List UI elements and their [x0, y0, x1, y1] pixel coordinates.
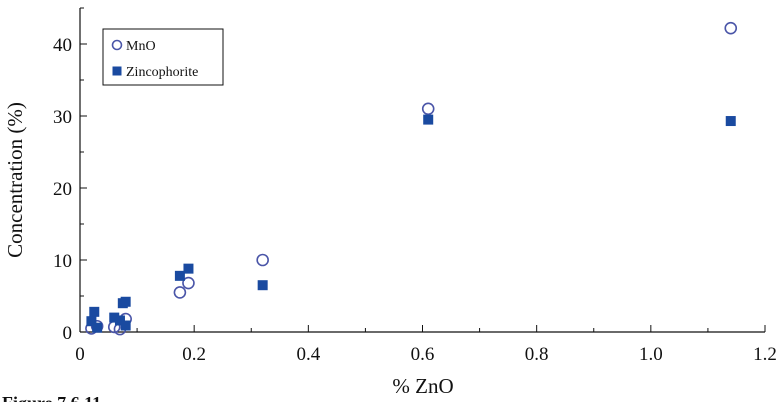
point-mno — [182, 276, 195, 290]
x-tick-label: 0 — [75, 344, 85, 365]
point-zincophorite — [86, 316, 97, 327]
x-tick-label: 1.0 — [639, 344, 663, 365]
point-zincophorite — [114, 315, 125, 326]
point-mno — [724, 21, 738, 35]
point-zincophorite — [725, 116, 736, 127]
legend-label-mno: MnO — [126, 39, 156, 54]
legend-label-zincophorite: Zincophorite — [126, 65, 198, 80]
point-zincophorite — [120, 320, 131, 331]
figure-caption: Figure 7.6.11 — [2, 393, 101, 402]
legend-marker-zincophorite — [112, 66, 122, 76]
data-points — [85, 21, 738, 336]
y-tick-label: 30 — [53, 107, 72, 128]
x-tick-label: 0.2 — [182, 344, 206, 365]
x-tick-label: 0.4 — [296, 344, 320, 365]
point-zincophorite — [120, 296, 131, 307]
x-tick-label: 1.2 — [753, 344, 777, 365]
point-mno — [421, 102, 435, 116]
point-zincophorite — [92, 322, 103, 333]
y-tick-label: 10 — [53, 251, 72, 272]
point-zincophorite — [89, 306, 100, 317]
y-axis-title: Concentration (%) — [3, 102, 27, 258]
point-mno — [173, 286, 187, 299]
point-zincophorite — [257, 280, 268, 291]
y-tick-label: 0 — [63, 323, 73, 344]
axes: 0 10 20 30 40 0 0.2 0.4 0.6 0.8 1.0 1.2 — [53, 7, 777, 365]
x-tick-label: 0.8 — [525, 344, 549, 365]
x-tick-label: 0.6 — [411, 344, 435, 365]
legend-box — [102, 28, 224, 86]
point-zincophorite — [174, 270, 185, 281]
y-tick-label: 20 — [53, 179, 72, 200]
point-zincophorite — [423, 114, 434, 125]
point-mno — [256, 253, 269, 267]
y-tick-label: 40 — [53, 35, 72, 56]
point-zincophorite — [109, 312, 120, 323]
legend-marker-mno — [111, 39, 123, 51]
x-axis-title: % ZnO — [392, 374, 453, 398]
legend: MnO Zincophorite — [102, 28, 224, 86]
point-zincophorite — [183, 263, 194, 274]
